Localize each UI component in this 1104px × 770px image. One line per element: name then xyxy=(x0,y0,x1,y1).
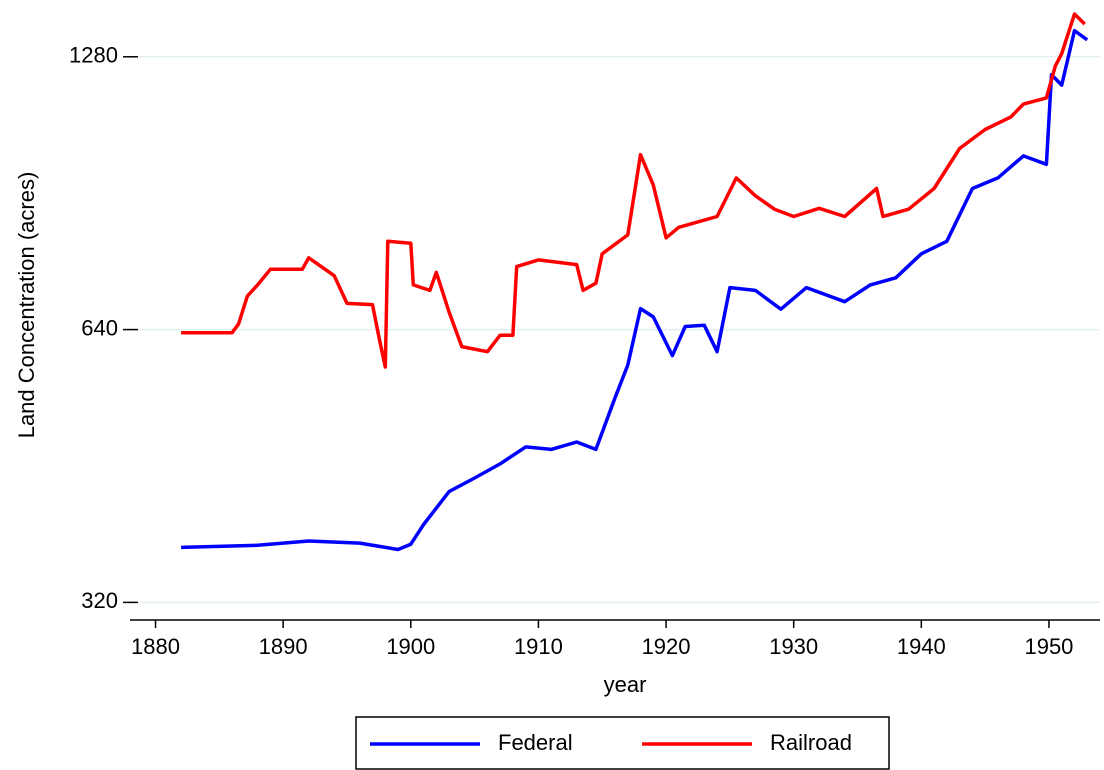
x-tick-label: 1920 xyxy=(642,634,691,659)
x-tick-label: 1940 xyxy=(897,634,946,659)
x-tick-label: 1930 xyxy=(769,634,818,659)
legend-label: Federal xyxy=(498,730,573,755)
x-tick-label: 1890 xyxy=(259,634,308,659)
x-tick-label: 1910 xyxy=(514,634,563,659)
series-line xyxy=(181,28,1089,552)
legend-label: Railroad xyxy=(770,730,852,755)
y-axis-label: Land Concentration (acres) xyxy=(14,172,39,439)
series-line xyxy=(181,12,1086,369)
x-tick-label: 1950 xyxy=(1024,634,1073,659)
x-tick-label: 1900 xyxy=(386,634,435,659)
y-tick-label: 640 xyxy=(81,315,118,340)
y-tick-label: 320 xyxy=(81,588,118,613)
y-tick-label: 1280 xyxy=(69,43,118,68)
x-axis-label: year xyxy=(604,672,647,697)
x-tick-label: 1880 xyxy=(131,634,180,659)
